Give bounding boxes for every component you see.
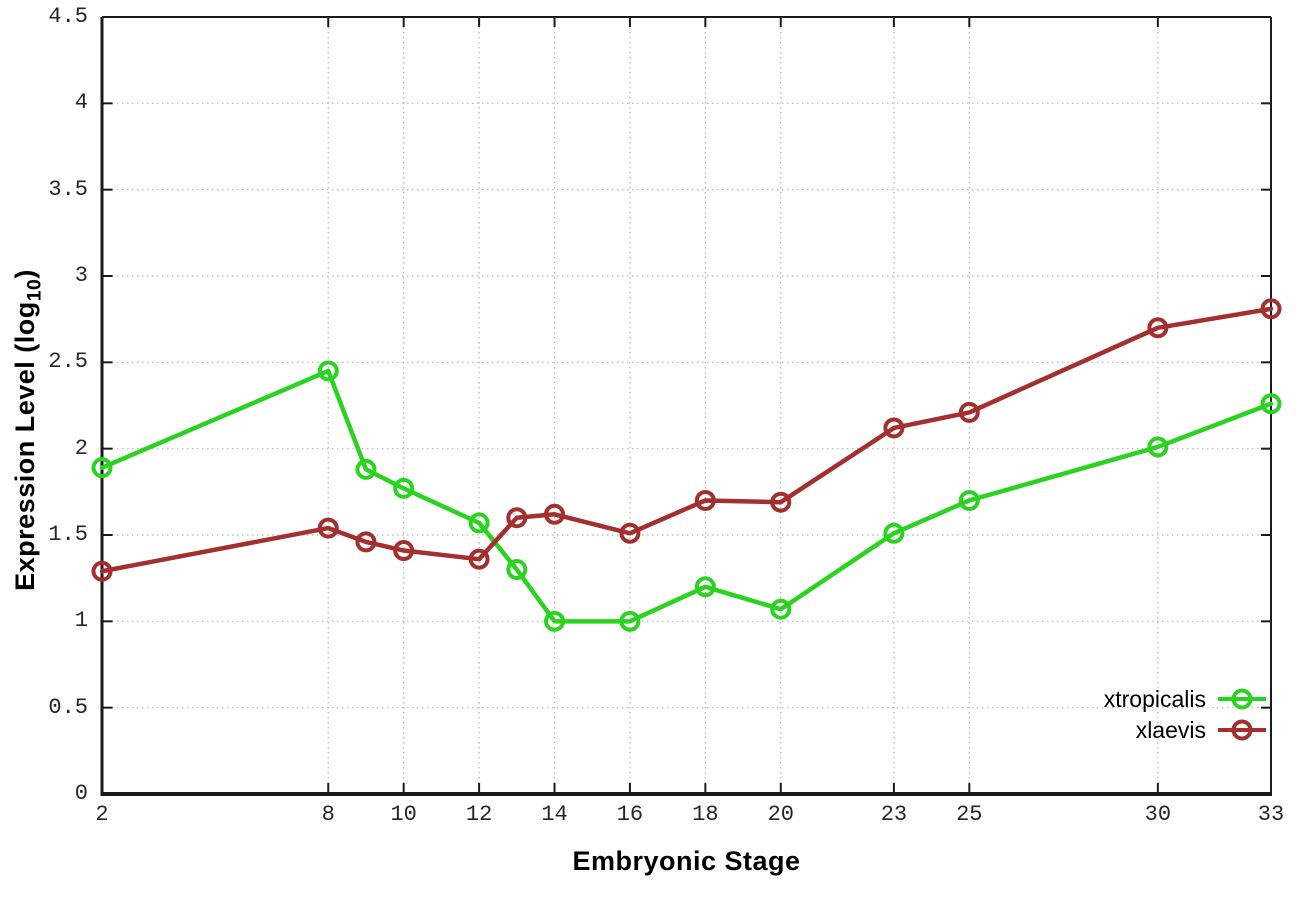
y-tick-label: 2.5: [48, 349, 88, 375]
legend-label-xlaevis: xlaevis: [1135, 716, 1206, 743]
x-tick-label: 12: [465, 802, 493, 827]
y-tick-label: 4: [74, 90, 88, 116]
x-tick-label: 18: [692, 802, 719, 827]
y-tick-label: 4.5: [48, 4, 88, 29]
legend-marker-xlaevis-icon: [1218, 719, 1266, 741]
data-point-xlaevis: [770, 491, 792, 513]
data-point-xtropicalis: [883, 522, 905, 544]
data-point-xtropicalis: [958, 489, 980, 511]
data-point-xlaevis: [393, 540, 415, 562]
data-point-xlaevis: [91, 560, 113, 582]
data-point-xtropicalis: [506, 559, 528, 581]
data-point-xtropicalis: [355, 458, 377, 480]
data-point-xlaevis: [317, 517, 339, 539]
x-tick-label: 25: [956, 802, 983, 827]
x-tick-label: 16: [616, 802, 644, 827]
x-tick-label: 14: [541, 802, 568, 827]
x-tick-label: 10: [390, 802, 417, 827]
data-point-xtropicalis: [468, 512, 490, 534]
data-point-xlaevis: [1260, 298, 1282, 320]
legend-label-xtropicalis: xtropicalis: [1103, 685, 1206, 712]
y-tick-label: 3.5: [48, 176, 88, 202]
data-point-xtropicalis: [91, 457, 113, 479]
data-point-xlaevis: [883, 417, 905, 439]
data-point-xtropicalis: [317, 360, 339, 382]
y-tick-label: 1: [74, 608, 88, 634]
y-tick-label: 2: [74, 435, 88, 461]
data-point-xlaevis: [1147, 317, 1169, 339]
legend: xtropicalis xlaevis: [1104, 684, 1268, 745]
data-point-xlaevis: [544, 503, 566, 525]
data-point-xlaevis: [506, 507, 528, 529]
data-point-xtropicalis: [1260, 393, 1282, 415]
data-point-xtropicalis: [544, 610, 566, 632]
data-point-xtropicalis: [1147, 436, 1169, 458]
x-tick-label: 2: [95, 802, 109, 827]
series-line-xlaevis: [99, 306, 1274, 574]
legend-marker-xtropicalis-icon: [1218, 688, 1266, 710]
data-point-xlaevis: [619, 522, 641, 544]
data-point-xlaevis: [958, 401, 980, 423]
data-point-xtropicalis: [619, 610, 641, 632]
y-tick-label: 0: [74, 781, 88, 806]
data-point-xlaevis: [468, 548, 490, 570]
x-tick-label: 23: [880, 802, 908, 827]
data-point-xtropicalis: [770, 598, 792, 620]
data-point-xlaevis: [355, 531, 377, 553]
x-tick-label: 8: [321, 802, 335, 827]
x-tick-label: 20: [767, 802, 794, 827]
legend-item-xtropicalis: xtropicalis: [1104, 684, 1268, 714]
data-point-xlaevis: [694, 489, 716, 511]
data-point-xtropicalis: [393, 477, 415, 499]
x-tick-label: 33: [1257, 802, 1285, 827]
y-tick-label: 3: [74, 263, 88, 288]
legend-item-xlaevis: xlaevis: [1104, 715, 1268, 745]
y-tick-label: 1.5: [48, 522, 88, 547]
y-tick-label: 0.5: [48, 694, 88, 720]
x-tick-label: 30: [1144, 802, 1172, 827]
data-point-xtropicalis: [694, 576, 716, 598]
series-line-xtropicalis: [99, 368, 1274, 624]
x-axis-label: Embryonic Stage: [572, 846, 801, 876]
